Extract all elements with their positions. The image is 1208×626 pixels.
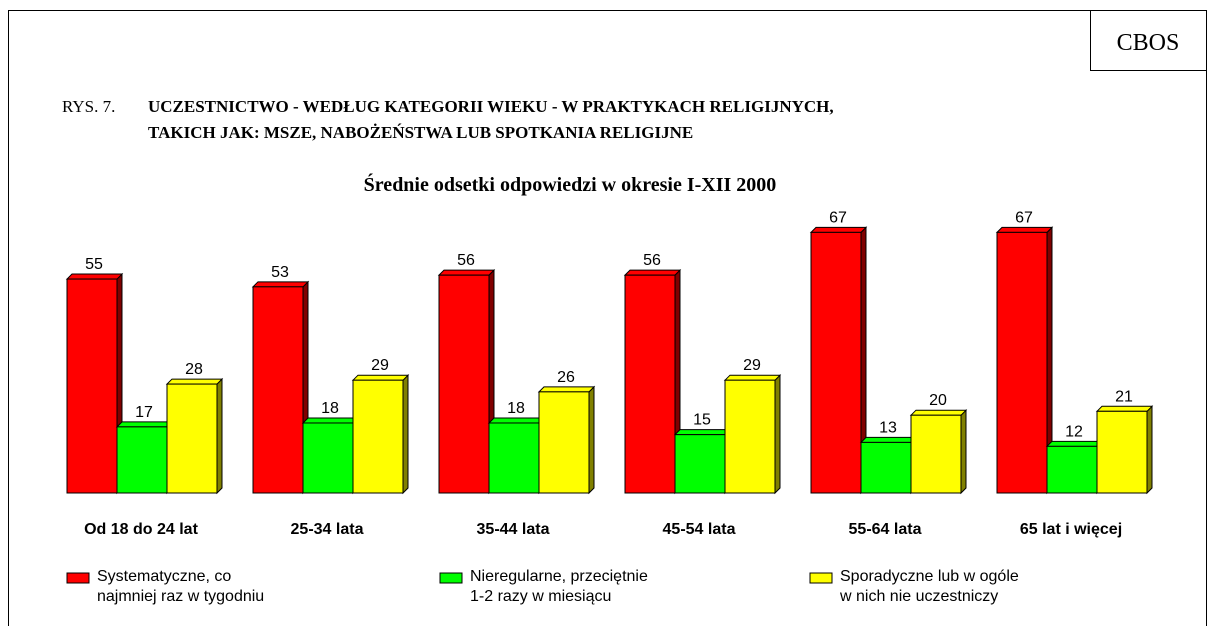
value-label: 29 xyxy=(371,357,389,374)
bar xyxy=(673,428,732,495)
bar-face xyxy=(623,269,682,276)
value-label: 15 xyxy=(693,412,711,429)
bar-face xyxy=(65,273,124,280)
bar xyxy=(995,226,1054,495)
bar-face xyxy=(674,434,726,494)
value-label: 13 xyxy=(879,419,897,436)
bar-face xyxy=(1045,440,1104,447)
bar-face xyxy=(809,226,868,233)
bar-face xyxy=(909,409,968,416)
bar xyxy=(251,280,310,495)
bar-face xyxy=(673,429,732,436)
bar-face xyxy=(252,286,304,494)
bar-face xyxy=(860,441,912,494)
legend-swatch xyxy=(66,572,90,584)
value-label: 56 xyxy=(643,252,661,269)
value-label: 21 xyxy=(1115,388,1133,405)
value-label: 28 xyxy=(185,361,203,378)
bar-face xyxy=(438,274,490,494)
value-label: 29 xyxy=(743,357,761,374)
legend-swatch xyxy=(809,572,833,584)
bar xyxy=(115,420,174,495)
x-tick-label: 35-44 lata xyxy=(477,521,550,538)
bar-face xyxy=(624,274,676,494)
x-tick-label: 45-54 lata xyxy=(663,521,736,538)
bar-face xyxy=(1095,405,1154,412)
legend-label: Sporadyczne lub w ogóle w nich nie uczes… xyxy=(840,568,1019,605)
bar-face xyxy=(66,278,118,494)
bar-face xyxy=(1096,410,1148,494)
value-label: 12 xyxy=(1065,423,1083,440)
bar-face xyxy=(538,391,590,494)
bar-face xyxy=(1046,445,1098,494)
bar-face xyxy=(352,379,404,494)
bar-face xyxy=(216,377,223,495)
bar-face xyxy=(588,385,595,495)
bar-face xyxy=(995,226,1054,233)
subtitle: Średnie odsetki odpowiedzi w okresie I-X… xyxy=(364,172,777,196)
bar-face xyxy=(251,281,310,288)
bar-face xyxy=(402,373,409,495)
bar-face xyxy=(1146,405,1153,495)
value-label: 18 xyxy=(321,400,339,417)
bar xyxy=(723,373,782,495)
bar-face xyxy=(960,408,967,495)
bar-face xyxy=(859,436,918,443)
bar-face xyxy=(996,231,1048,494)
bar-face xyxy=(115,421,174,428)
legend-label: Systematyczne, co najmniej raz w tygodni… xyxy=(97,568,265,605)
bar-face xyxy=(537,386,596,393)
bar xyxy=(65,272,124,495)
bar-face xyxy=(774,373,781,495)
bar-face xyxy=(488,422,540,494)
bar xyxy=(437,268,496,495)
x-tick-label: 25-34 lata xyxy=(291,521,364,538)
badge: CBOS xyxy=(1117,30,1180,56)
bar-face xyxy=(487,417,546,424)
badge-box xyxy=(1090,10,1207,71)
value-label: 18 xyxy=(507,400,525,417)
bar xyxy=(1095,405,1154,495)
bar xyxy=(301,416,360,495)
bar-face xyxy=(437,269,496,276)
bar xyxy=(1045,440,1104,495)
bar xyxy=(859,436,918,495)
bar-face xyxy=(910,414,962,494)
legend-label: Nieregularne, przeciętnie 1-2 razy w mie… xyxy=(470,568,648,605)
bar xyxy=(165,377,224,495)
bar xyxy=(623,268,682,495)
bar-face xyxy=(166,383,218,494)
bar xyxy=(809,226,868,495)
bar-face xyxy=(116,426,168,494)
bar xyxy=(909,408,968,495)
x-tick-label: 55-64 lata xyxy=(849,521,922,538)
x-tick-label: 65 lat i więcej xyxy=(1020,521,1122,538)
title-line: UCZESTNICTWO - WEDŁUG KATEGORII WIEKU - … xyxy=(148,97,834,116)
bar-face xyxy=(724,379,776,494)
bar xyxy=(487,416,546,495)
bar-face xyxy=(302,422,354,494)
bar-face xyxy=(351,374,410,381)
frame xyxy=(8,10,1207,626)
bar-face xyxy=(723,374,782,381)
value-label: 53 xyxy=(271,264,289,281)
figure-label: RYS. 7. xyxy=(62,97,115,116)
value-label: 20 xyxy=(929,392,947,409)
value-label: 26 xyxy=(557,369,575,386)
bar xyxy=(537,385,596,495)
value-label: 67 xyxy=(1015,209,1033,226)
value-label: 17 xyxy=(135,404,153,421)
value-label: 67 xyxy=(829,209,847,226)
bar-face xyxy=(301,417,360,424)
bar xyxy=(351,373,410,495)
x-tick-label: Od 18 do 24 lat xyxy=(84,521,198,538)
value-label: 55 xyxy=(85,256,103,273)
bar-face xyxy=(810,231,862,494)
legend-swatch xyxy=(439,572,463,584)
bar-face xyxy=(165,378,224,385)
title-line: TAKICH JAK: MSZE, NABOŻEŃSTWA LUB SPOTKA… xyxy=(148,123,693,142)
value-label: 56 xyxy=(457,252,475,269)
